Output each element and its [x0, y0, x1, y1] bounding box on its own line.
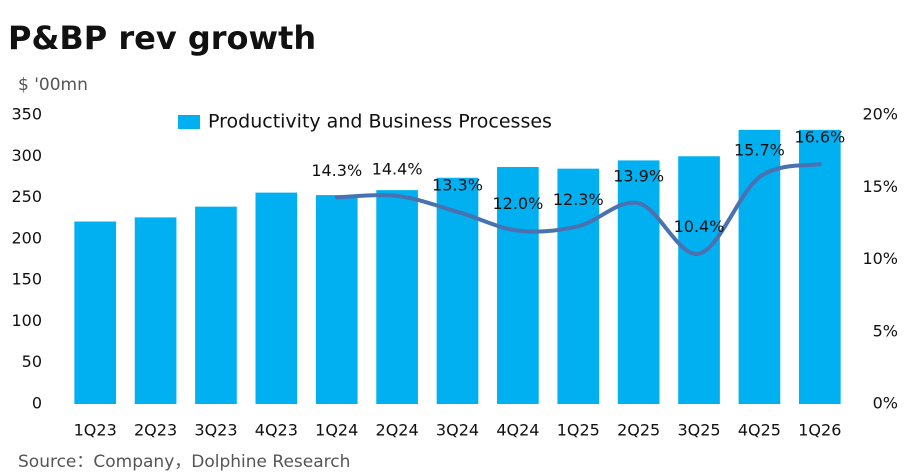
bar — [617, 160, 660, 404]
x-tick-label: 3Q23 — [194, 421, 237, 440]
bar — [376, 190, 418, 404]
y2-tick-label: 0% — [873, 394, 898, 413]
y-tick-label: 100 — [11, 311, 42, 330]
data-label: 14.3% — [311, 161, 362, 180]
data-label: 15.7% — [734, 141, 785, 160]
x-tick-label: 1Q24 — [315, 421, 358, 440]
bar — [798, 129, 841, 404]
bar — [134, 217, 177, 404]
x-tick-label: 2Q25 — [617, 421, 660, 440]
x-tick-label: 2Q23 — [134, 421, 177, 440]
data-label: 16.6% — [794, 128, 845, 147]
data-label: 13.3% — [432, 175, 483, 194]
x-tick-label: 4Q25 — [738, 421, 781, 440]
chart-title: P&BP rev growth — [8, 19, 316, 57]
x-tick-label: 4Q24 — [496, 421, 539, 440]
legend-swatch — [178, 115, 200, 129]
y-tick-label: 150 — [11, 270, 42, 289]
data-label: 10.4% — [674, 217, 725, 236]
data-label: 13.9% — [613, 167, 664, 186]
y-tick-label: 200 — [11, 228, 42, 247]
x-tick-label: 2Q24 — [376, 421, 419, 440]
line — [334, 162, 822, 256]
bar — [74, 221, 117, 404]
y-tick-label: 0 — [32, 394, 42, 413]
bar — [497, 167, 539, 404]
x-tick-label: 1Q23 — [74, 421, 117, 440]
x-tick-label: 3Q25 — [677, 421, 720, 440]
data-label: 14.4% — [372, 159, 423, 178]
bar — [678, 156, 720, 404]
data-label: 12.0% — [492, 194, 543, 213]
y2-tick-label: 20% — [862, 105, 898, 124]
y2-tick-label: 5% — [873, 321, 898, 340]
y2-tick-label: 10% — [862, 249, 898, 268]
y-tick-label: 50 — [22, 352, 42, 371]
x-tick-label: 1Q26 — [798, 421, 841, 440]
bar — [315, 195, 358, 404]
legend-label: Productivity and Business Processes — [208, 111, 552, 133]
x-tick-label: 3Q24 — [436, 421, 479, 440]
data-label: 12.3% — [553, 190, 604, 209]
source: Source：Company，Dolphine Research — [18, 452, 350, 472]
y2-tick-label: 15% — [862, 177, 898, 196]
axis-unit: $ '00mn — [18, 75, 88, 95]
y-tick-label: 350 — [11, 105, 42, 124]
bar — [195, 206, 237, 404]
y-tick-label: 250 — [11, 187, 42, 206]
x-tick-label: 1Q25 — [557, 421, 600, 440]
bar — [557, 168, 600, 404]
bar — [255, 192, 298, 404]
x-tick-label: 4Q23 — [255, 421, 298, 440]
y-tick-label: 300 — [11, 146, 42, 165]
